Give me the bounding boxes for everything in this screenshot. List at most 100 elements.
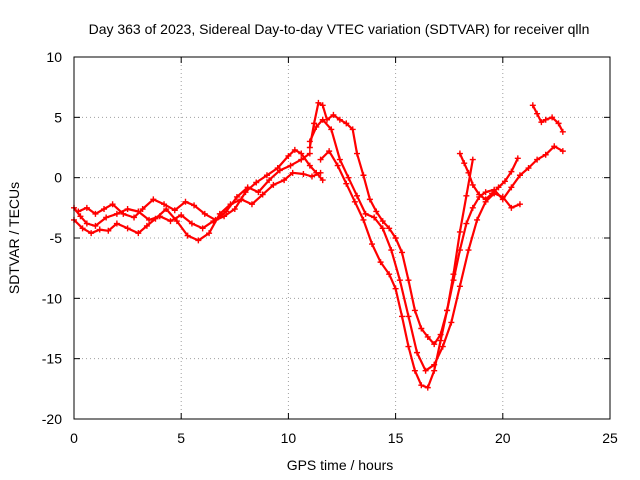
- data-point: [463, 220, 470, 227]
- data-point: [255, 189, 262, 196]
- data-point: [79, 225, 86, 232]
- data-point: [191, 202, 198, 209]
- data-point: [291, 146, 298, 153]
- data-point: [534, 156, 541, 163]
- data-point: [559, 148, 566, 155]
- data-point: [369, 241, 376, 248]
- data-point: [326, 148, 333, 155]
- data-point: [334, 162, 341, 169]
- data-point: [349, 126, 356, 133]
- data-point: [298, 150, 305, 157]
- y-axis-label: SDTVAR / TECUs: [6, 182, 22, 294]
- data-point: [405, 343, 412, 350]
- data-point: [549, 114, 556, 121]
- data-point: [319, 102, 326, 109]
- data-point: [379, 225, 386, 232]
- data-point: [319, 177, 326, 184]
- data-point: [150, 196, 157, 203]
- data-point: [495, 184, 502, 191]
- data-point: [195, 237, 202, 244]
- data-point: [448, 319, 455, 326]
- data-point: [360, 216, 367, 223]
- data-point: [465, 169, 472, 176]
- data-point: [131, 214, 138, 221]
- data-point: [336, 116, 343, 123]
- series-line: [72, 148, 324, 230]
- data-point: [351, 198, 358, 205]
- ticks: [73, 56, 611, 420]
- series-line: [77, 152, 311, 221]
- data-point: [508, 184, 515, 191]
- data-point: [354, 192, 361, 199]
- data-point: [424, 333, 431, 340]
- data-point: [167, 218, 174, 225]
- data-point: [171, 207, 178, 214]
- data-point: [83, 204, 90, 211]
- data-point: [223, 208, 230, 215]
- data-point: [306, 144, 313, 151]
- data-point: [182, 198, 189, 205]
- data-point: [263, 172, 270, 179]
- data-point: [362, 210, 369, 217]
- series-line: [319, 150, 474, 389]
- data-point: [311, 120, 318, 127]
- data-point: [233, 193, 240, 200]
- data-point: [92, 210, 99, 217]
- series-line: [308, 118, 522, 372]
- data-point: [306, 150, 313, 157]
- series-pass-5: [306, 116, 523, 374]
- data-point: [238, 196, 245, 203]
- data-point: [184, 232, 191, 239]
- data-point: [366, 196, 373, 203]
- data-point: [270, 181, 277, 188]
- data-point: [289, 169, 296, 176]
- data-point: [461, 160, 468, 167]
- data-point: [354, 150, 361, 157]
- data-point: [139, 206, 146, 213]
- data-point: [306, 138, 313, 145]
- data-point: [103, 214, 110, 221]
- data-point: [285, 152, 292, 159]
- data-point: [469, 181, 476, 188]
- data-point: [559, 128, 566, 135]
- y-tick-label: -10: [42, 290, 62, 306]
- y-tick-label: -15: [42, 351, 62, 367]
- data-point: [146, 216, 153, 223]
- data-point: [450, 271, 457, 278]
- x-tick-label: 0: [70, 430, 78, 446]
- series-group: [71, 99, 566, 391]
- data-point: [542, 116, 549, 123]
- data-point: [253, 179, 260, 186]
- data-point: [422, 367, 429, 374]
- data-point: [317, 156, 324, 163]
- data-point: [96, 226, 103, 233]
- data-point: [317, 169, 324, 176]
- data-point: [143, 222, 150, 229]
- data-point: [525, 165, 532, 172]
- data-point: [405, 277, 412, 284]
- data-point: [411, 367, 418, 374]
- data-point: [542, 151, 549, 158]
- data-point: [482, 196, 489, 203]
- data-point: [124, 206, 131, 213]
- data-point: [456, 228, 463, 235]
- x-tick-label: 25: [602, 430, 618, 446]
- series-pass-1: [71, 146, 326, 232]
- data-point: [551, 143, 558, 150]
- data-point: [377, 259, 384, 266]
- data-point: [465, 247, 472, 254]
- data-point: [113, 210, 120, 217]
- data-point: [199, 225, 206, 232]
- x-axis-label: GPS time / hours: [287, 457, 394, 473]
- data-point: [343, 180, 350, 187]
- y-tick-labels: 10 5 0 -5 -10 -15 -20: [42, 49, 62, 427]
- data-point: [469, 204, 476, 211]
- data-point: [514, 155, 521, 162]
- data-point: [308, 173, 315, 180]
- data-point: [300, 171, 307, 178]
- data-point: [161, 201, 168, 208]
- chart-title: Day 363 of 2023, Sidereal Day-to-day VTE…: [89, 21, 590, 37]
- data-point: [508, 168, 515, 175]
- x-tick-labels: 0 5 10 15 20 25: [70, 430, 618, 446]
